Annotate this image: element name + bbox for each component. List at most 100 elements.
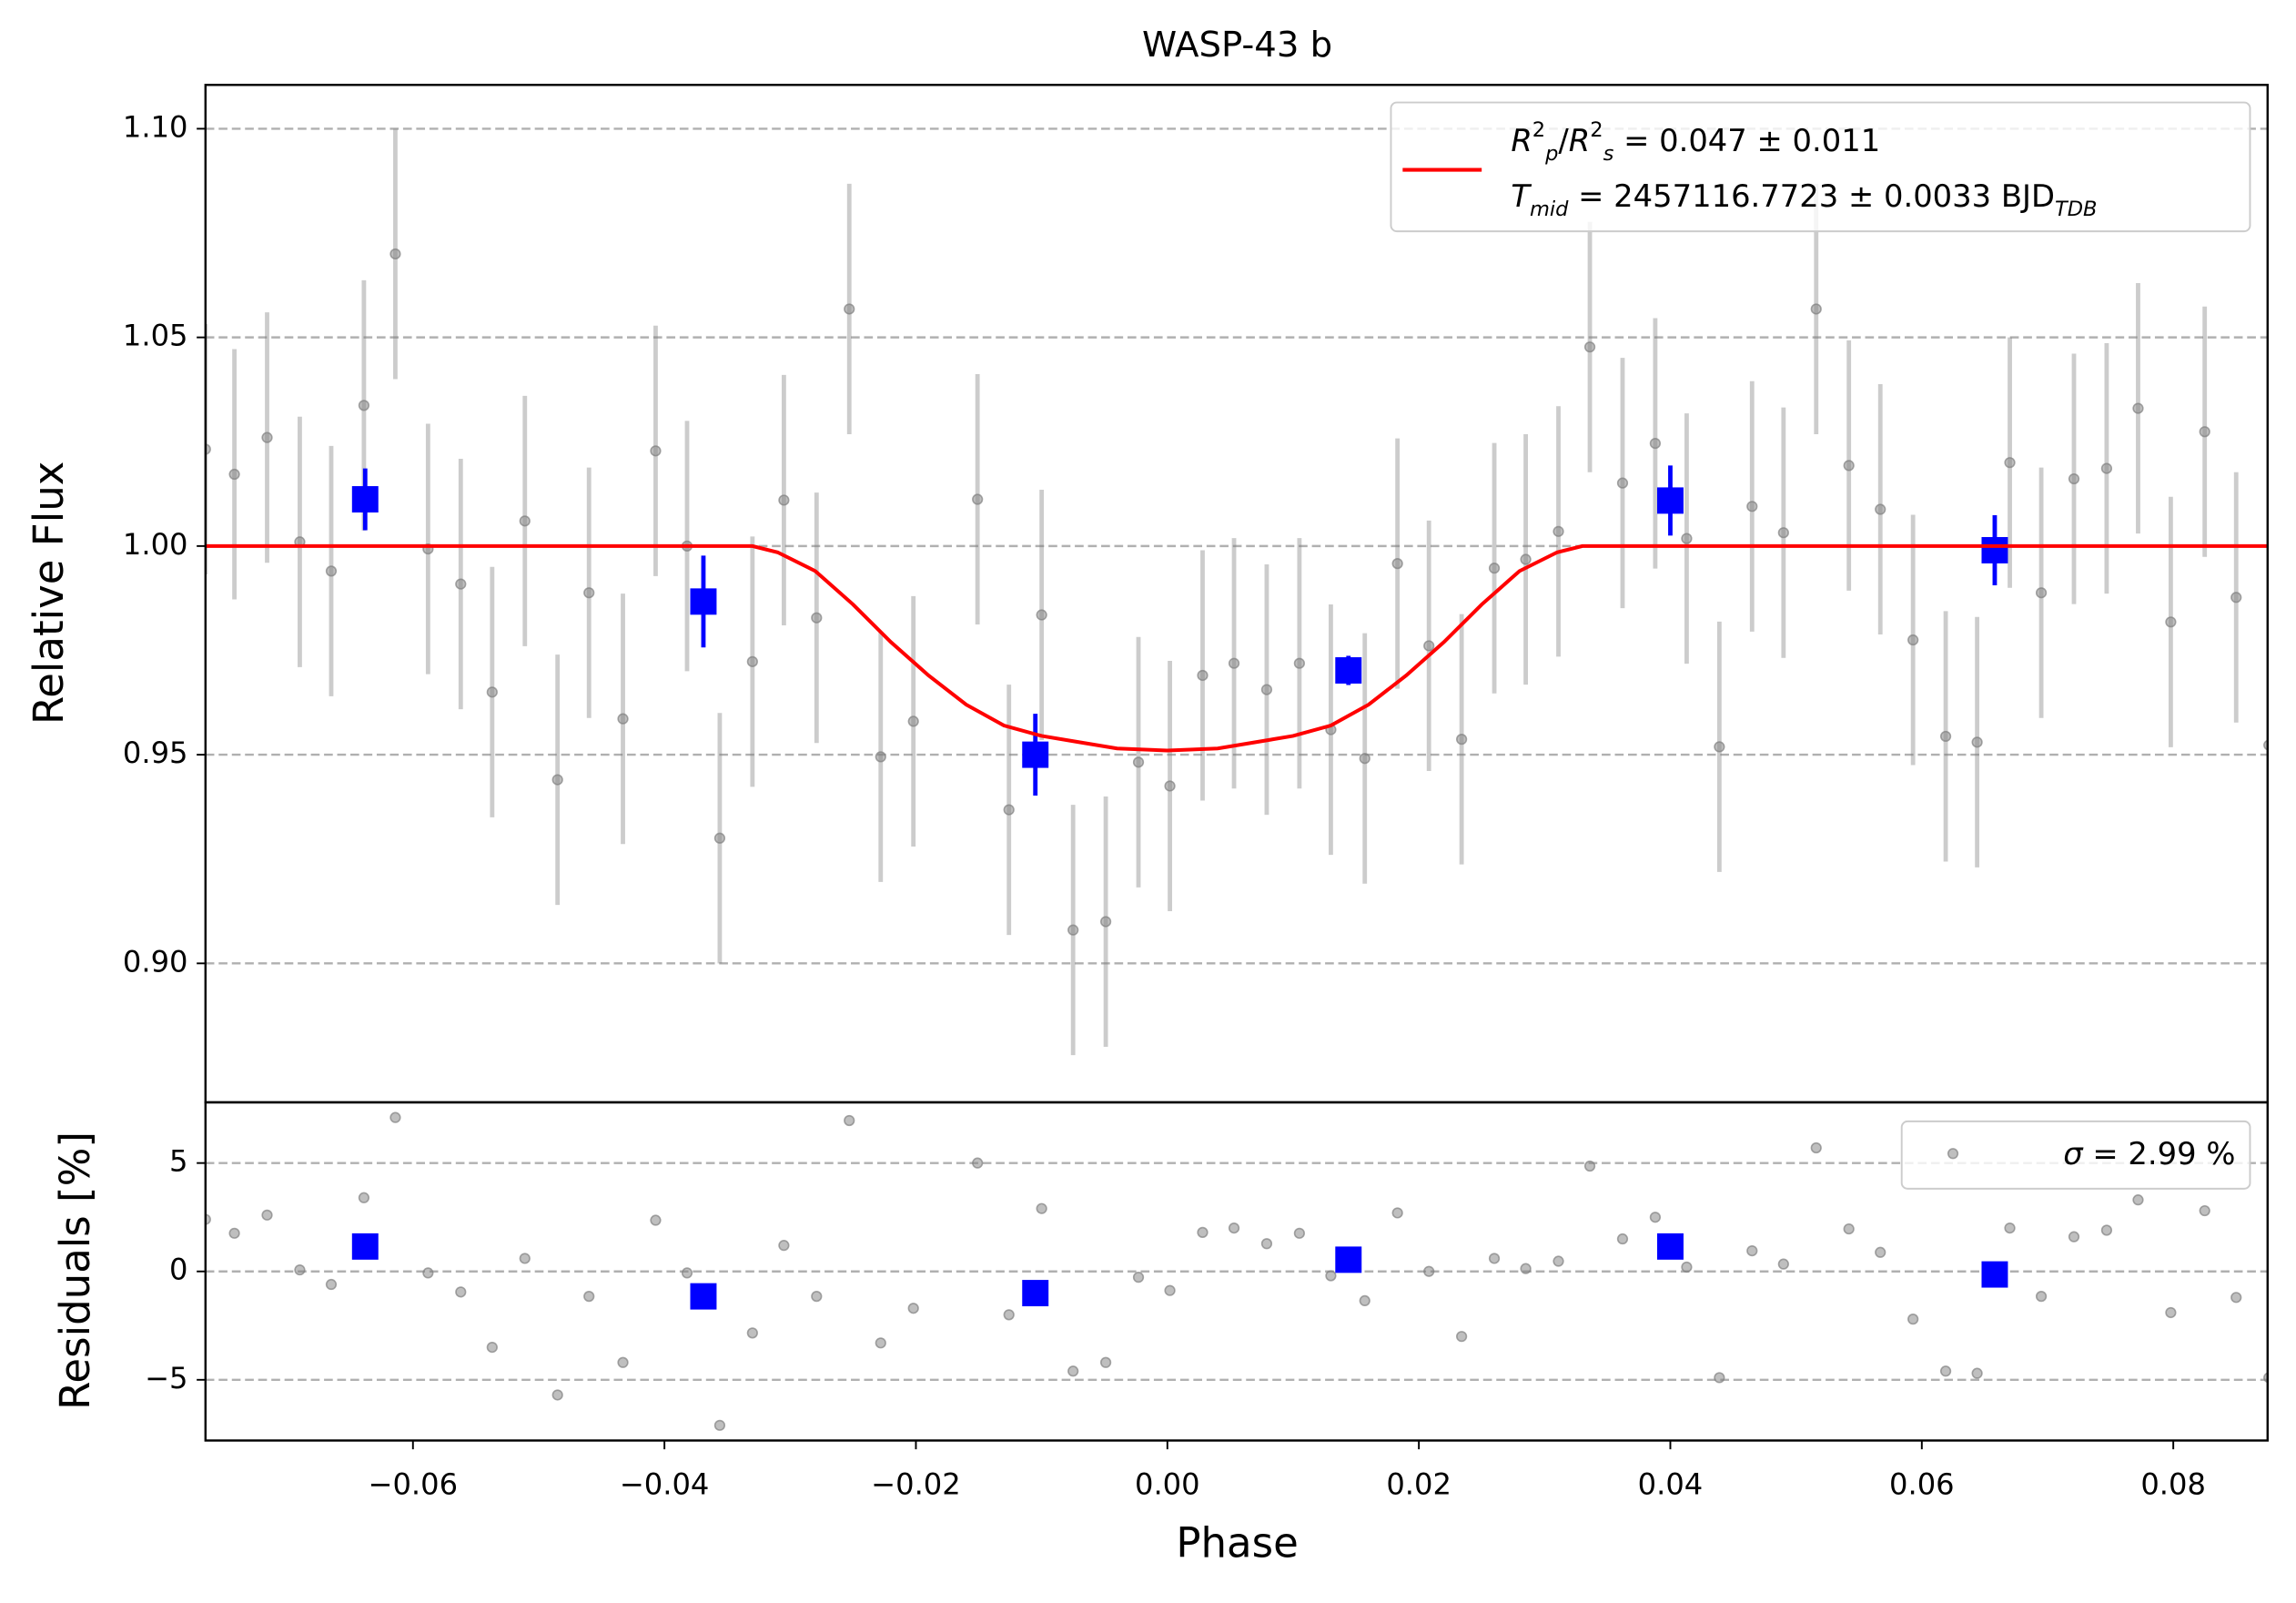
data-point	[1456, 734, 1468, 746]
data-point	[294, 1263, 306, 1276]
data-point	[1099, 916, 1112, 928]
data-point	[1777, 1258, 1789, 1270]
data-point	[519, 1253, 531, 1264]
data-point	[2165, 616, 2177, 628]
x-tick-label: −0.04	[620, 1466, 710, 1501]
data-point	[2230, 592, 2242, 604]
data-point	[1714, 1372, 1725, 1384]
data-point	[972, 493, 984, 505]
data-point	[325, 1278, 338, 1291]
data-point	[2199, 1204, 2210, 1217]
x-axis-label: Phase	[1176, 1518, 1298, 1567]
y-tick-label: −5	[145, 1361, 187, 1395]
data-point	[1132, 756, 1145, 768]
data-point	[2100, 1224, 2113, 1236]
y-axis-label: Relative Flux	[25, 462, 73, 725]
axes-frame	[204, 1101, 2269, 1442]
data-point	[389, 1111, 401, 1123]
data-point	[1293, 657, 1305, 669]
data-point	[1391, 558, 1403, 570]
data-point	[358, 1192, 370, 1203]
x-tick-label: 0.02	[1386, 1466, 1451, 1501]
data-point	[1553, 1255, 1564, 1267]
legend-text-part: 2	[1532, 117, 1545, 141]
data-point	[551, 1389, 563, 1401]
data-point	[1616, 477, 1629, 489]
data-point	[1036, 1202, 1047, 1214]
data-point	[1228, 657, 1240, 669]
legend-text-part: = 2457116.7723 ± 0.0033 BJD	[1568, 178, 2055, 214]
data-point	[650, 445, 662, 457]
data-point	[358, 400, 370, 411]
model-line	[205, 543, 2268, 753]
binned-point	[351, 486, 379, 512]
binned-point	[1657, 487, 1684, 514]
data-point	[1488, 1253, 1501, 1264]
data-point	[1293, 1227, 1305, 1239]
data-point	[1003, 804, 1015, 816]
y-tick-label: 0	[169, 1253, 187, 1287]
data-point	[205, 1213, 211, 1225]
data-point	[746, 655, 758, 667]
data-point	[1197, 1226, 1209, 1238]
data-point	[2035, 1291, 2048, 1303]
legend-label: R2p/R2s = 0.047 ± 0.011	[1511, 117, 1880, 165]
data-point	[389, 248, 401, 260]
data-point	[650, 1214, 662, 1226]
data-point	[1067, 1365, 1079, 1377]
data-point	[1036, 609, 1047, 621]
legend-text-part: p	[1544, 141, 1558, 165]
legend-swatch	[1947, 1148, 1959, 1160]
data-point	[2230, 1292, 2242, 1304]
data-point	[2068, 1231, 2080, 1243]
data-point	[1359, 1294, 1371, 1306]
data-point	[228, 468, 240, 481]
y-tick-label: 1.10	[123, 109, 188, 144]
data-point	[551, 774, 563, 786]
data-point	[681, 1267, 693, 1279]
data-point	[261, 431, 273, 443]
data-point	[875, 1337, 886, 1349]
data-point	[1907, 634, 1919, 646]
data-point	[2004, 1222, 2016, 1234]
data-point	[1939, 1365, 1952, 1377]
data-point	[1553, 525, 1564, 537]
binned-point	[1022, 1280, 1049, 1307]
data-point	[713, 832, 726, 844]
data-point	[325, 565, 338, 577]
data-point	[778, 494, 790, 506]
data-point	[811, 1291, 823, 1303]
data-point	[1391, 1207, 1403, 1219]
data-point	[261, 1209, 273, 1221]
data-point	[1810, 1141, 1822, 1154]
data-point	[1746, 501, 1758, 512]
x-tick-label: −0.02	[871, 1466, 961, 1501]
data-point	[2132, 1194, 2144, 1206]
data-point	[228, 1227, 240, 1239]
legend-text-part: TDB	[2055, 198, 2098, 221]
data-point	[486, 1341, 498, 1354]
x-tick-label: −0.06	[369, 1466, 459, 1501]
legend-label: σ = 2.99 %	[2063, 1135, 2235, 1171]
binned-point	[690, 588, 717, 615]
legend-text-part: mid	[1530, 198, 1569, 221]
legend-text-part: = 0.047 ± 0.011	[1613, 122, 1880, 157]
y-tick-label: 5	[169, 1144, 187, 1179]
binned-point	[1335, 1246, 1362, 1273]
data-point	[1583, 341, 1596, 353]
data-point	[1003, 1309, 1015, 1321]
legend-text-part: σ	[2063, 1135, 2084, 1171]
data-point	[486, 686, 498, 698]
data-point	[1777, 527, 1789, 539]
data-point	[1875, 1246, 1886, 1258]
legend-text-part: = 2.99 %	[2083, 1135, 2236, 1171]
binned-point	[1335, 657, 1362, 684]
y-axis-label: Residuals [%]	[51, 1131, 99, 1410]
data-point	[1164, 1284, 1176, 1296]
y-tick-label: 1.00	[123, 527, 188, 562]
y-tick-label: 0.90	[123, 944, 188, 979]
x-tick-label: 0.04	[1638, 1466, 1704, 1501]
data-point	[907, 1303, 919, 1314]
data-point	[907, 715, 919, 727]
